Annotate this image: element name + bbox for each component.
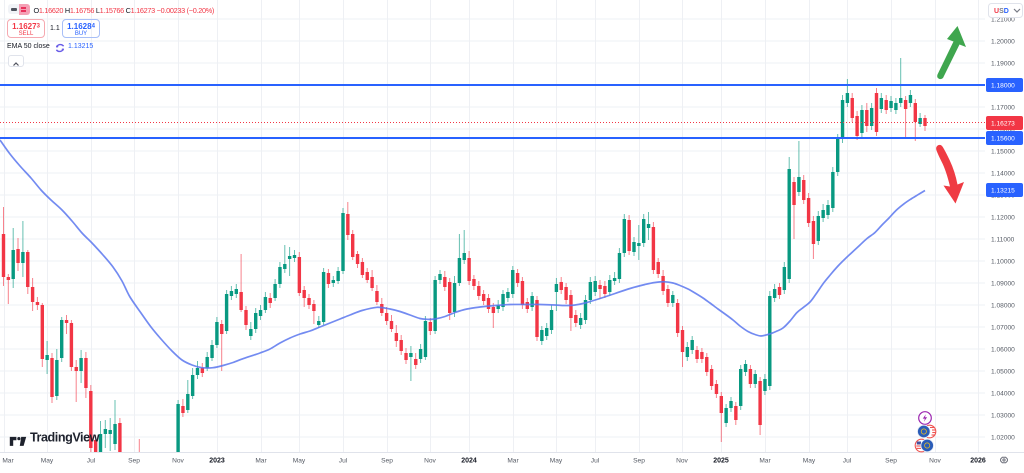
svg-text:1.15600: 1.15600 <box>991 135 1015 142</box>
svg-text:May: May <box>293 458 306 465</box>
svg-text:2025: 2025 <box>713 458 729 465</box>
svg-text:1.17000: 1.17000 <box>991 104 1015 111</box>
svg-text:TradingView: TradingView <box>30 431 100 445</box>
svg-text:2024: 2024 <box>461 458 477 465</box>
svg-text:Jul: Jul <box>591 458 600 465</box>
svg-text:May: May <box>803 458 816 465</box>
svg-text:Mar: Mar <box>2 458 14 465</box>
svg-text:1.13215: 1.13215 <box>991 187 1015 194</box>
svg-text:1.06000: 1.06000 <box>991 346 1015 353</box>
svg-text:1.15000: 1.15000 <box>991 148 1015 155</box>
svg-text:Nov: Nov <box>424 458 436 465</box>
svg-text:1.04000: 1.04000 <box>991 390 1015 397</box>
svg-text:1.12000: 1.12000 <box>991 214 1015 221</box>
svg-text:1.11000: 1.11000 <box>991 236 1015 243</box>
svg-text:1.05000: 1.05000 <box>991 368 1015 375</box>
svg-text:1.21000: 1.21000 <box>991 16 1015 23</box>
svg-text:1.14000: 1.14000 <box>991 170 1015 177</box>
svg-text:Nov: Nov <box>172 458 184 465</box>
svg-text:1.07000: 1.07000 <box>991 324 1015 331</box>
svg-text:Jul: Jul <box>87 458 96 465</box>
svg-text:Jul: Jul <box>843 458 852 465</box>
svg-text:1.02000: 1.02000 <box>991 434 1015 441</box>
svg-text:1.18000: 1.18000 <box>991 82 1015 89</box>
svg-text:2023: 2023 <box>209 458 225 465</box>
svg-text:Sep: Sep <box>381 458 393 465</box>
svg-text:Sep: Sep <box>128 458 140 465</box>
svg-text:Sep: Sep <box>633 458 645 465</box>
svg-text:1.10000: 1.10000 <box>991 258 1015 265</box>
svg-text:2026: 2026 <box>970 458 986 465</box>
svg-text:Mar: Mar <box>759 458 771 465</box>
svg-text:Jul: Jul <box>339 458 348 465</box>
svg-text:Mar: Mar <box>507 458 519 465</box>
svg-text:1.03000: 1.03000 <box>991 412 1015 419</box>
svg-text:May: May <box>550 458 563 465</box>
svg-text:1.19000: 1.19000 <box>991 60 1015 67</box>
svg-text:Sep: Sep <box>885 458 897 465</box>
svg-text:1.09000: 1.09000 <box>991 280 1015 287</box>
svg-text:1.16273: 1.16273 <box>991 120 1015 127</box>
svg-text:Mar: Mar <box>255 458 267 465</box>
svg-text:Nov: Nov <box>929 458 941 465</box>
svg-text:Nov: Nov <box>676 458 688 465</box>
svg-text:May: May <box>41 458 54 465</box>
svg-text:1.20000: 1.20000 <box>991 38 1015 45</box>
svg-text:USD: USD <box>994 8 1009 15</box>
svg-text:1.08000: 1.08000 <box>991 302 1015 309</box>
